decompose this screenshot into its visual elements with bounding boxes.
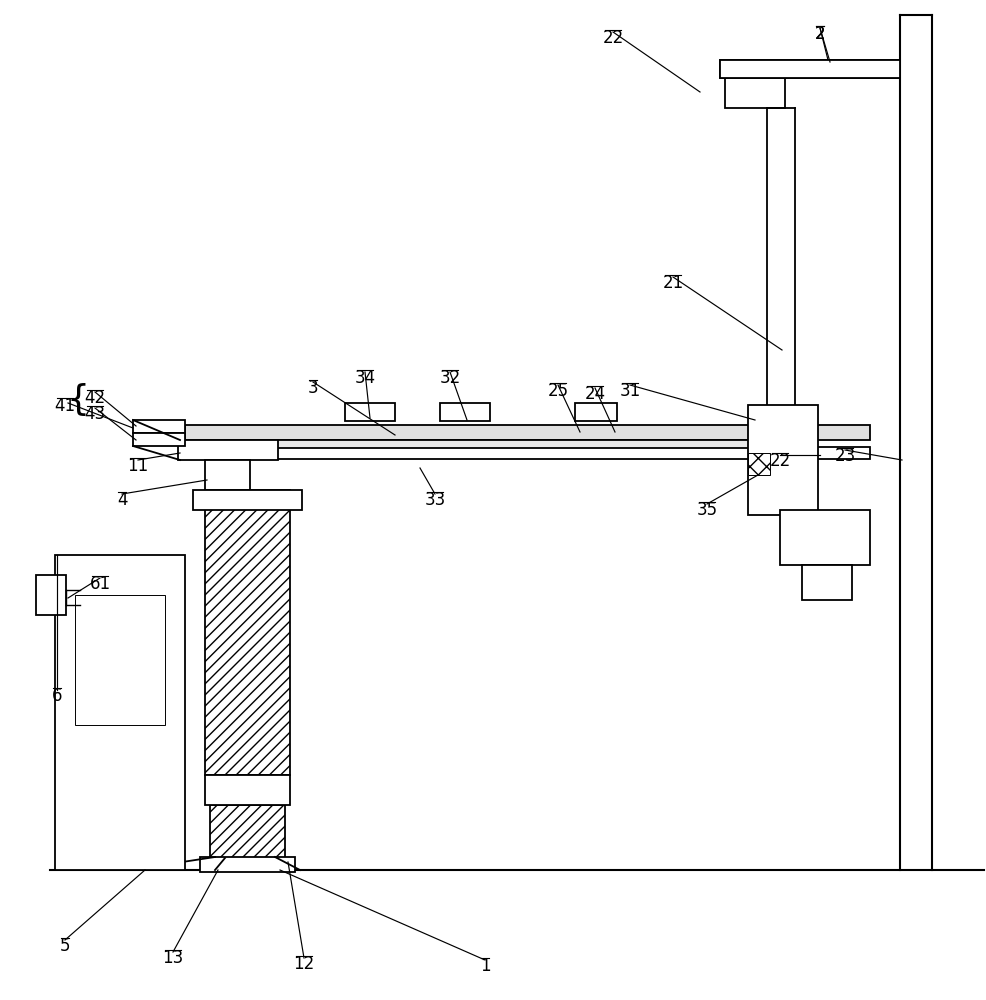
Bar (748, 453, 770, 475)
Text: 23: 23 (834, 447, 856, 465)
Bar (193, 490, 302, 510)
Bar (75, 595, 165, 725)
Bar (748, 405, 818, 515)
Bar (200, 857, 295, 872)
Bar (345, 403, 395, 421)
Bar (205, 490, 290, 775)
Bar (802, 565, 852, 600)
Text: 33: 33 (424, 491, 446, 509)
Text: 42: 42 (85, 389, 106, 407)
Text: 41: 41 (54, 397, 76, 415)
Text: 24: 24 (585, 385, 605, 403)
Bar (575, 403, 617, 421)
Text: 43: 43 (85, 405, 106, 423)
Text: 12: 12 (294, 955, 315, 973)
Bar (720, 60, 900, 78)
Bar (133, 420, 185, 433)
Text: 25: 25 (547, 382, 569, 400)
Bar (720, 60, 900, 78)
Bar (185, 447, 870, 459)
Text: 22: 22 (602, 29, 623, 47)
Text: 2: 2 (814, 25, 825, 43)
Bar (780, 510, 870, 565)
Bar (225, 440, 780, 448)
Bar (55, 555, 185, 870)
Bar (36, 575, 66, 615)
Text: 34: 34 (354, 369, 376, 387)
Bar (205, 460, 250, 490)
Text: 4: 4 (116, 491, 127, 509)
Bar (205, 775, 290, 805)
Text: {: { (66, 383, 90, 417)
Bar (185, 425, 870, 440)
Text: 2: 2 (814, 25, 825, 43)
Text: 3: 3 (308, 379, 318, 397)
Bar (725, 78, 785, 108)
Text: 22: 22 (769, 452, 791, 470)
Text: 6: 6 (51, 687, 62, 705)
Text: 21: 21 (663, 274, 683, 292)
Bar (440, 403, 490, 421)
Text: 1: 1 (479, 957, 490, 975)
Text: 35: 35 (696, 501, 718, 519)
Text: 11: 11 (127, 457, 149, 475)
Bar (178, 440, 278, 460)
Text: 31: 31 (619, 382, 641, 400)
Bar (210, 805, 285, 860)
Text: 32: 32 (440, 369, 460, 387)
Text: 5: 5 (60, 937, 70, 955)
Text: 13: 13 (163, 949, 183, 967)
Text: 61: 61 (90, 575, 110, 593)
Bar (133, 433, 185, 446)
